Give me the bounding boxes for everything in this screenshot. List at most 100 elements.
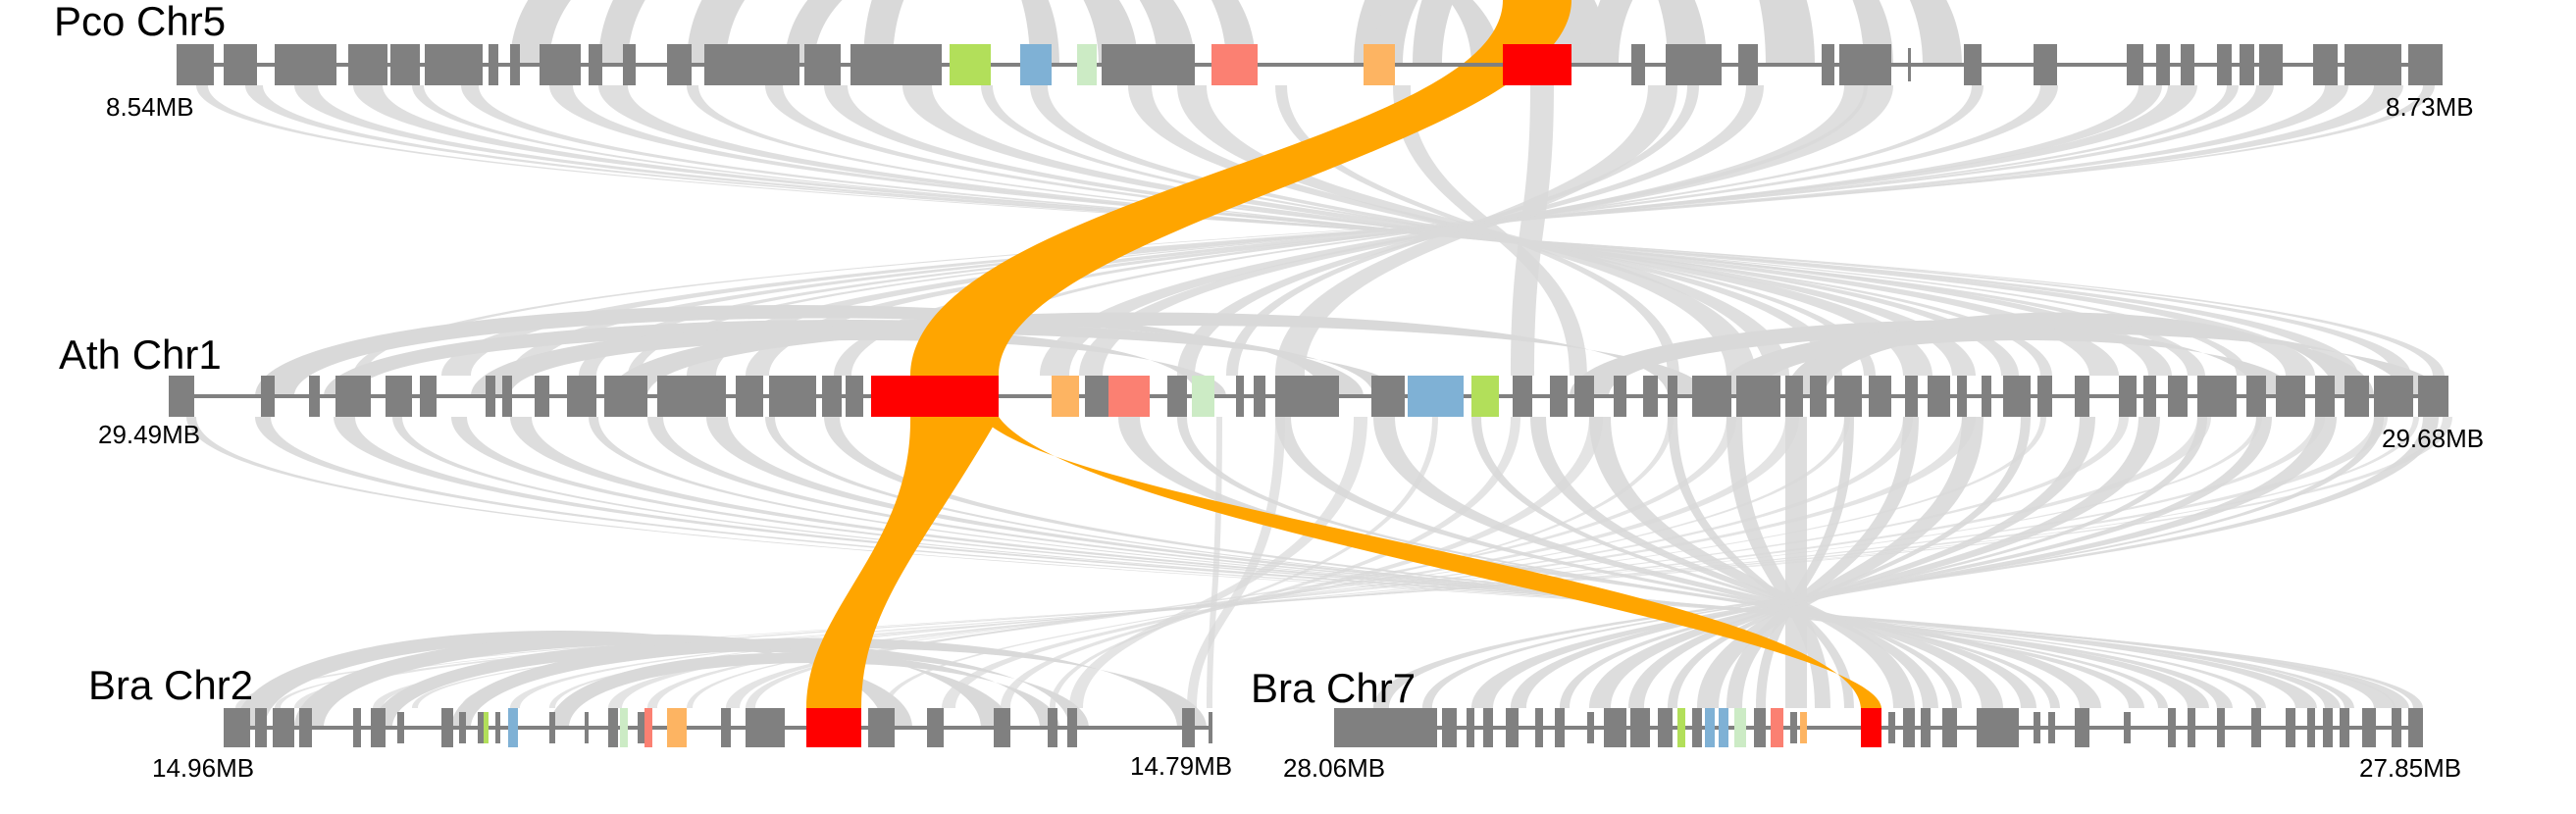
gene-block <box>1905 376 1918 417</box>
gene-block <box>1869 376 1891 417</box>
highlight-gene <box>1503 44 1571 85</box>
pco-chr5-end-label: 8.73MB <box>2386 92 2474 122</box>
gene-block <box>1928 376 1950 417</box>
synteny-link <box>1726 417 1919 708</box>
gene-block <box>549 712 555 743</box>
gene-block <box>1977 708 2019 747</box>
gene-block <box>2034 44 2057 85</box>
ath-chr1-end-label: 29.68MB <box>2382 424 2484 453</box>
gene-block <box>1643 376 1658 417</box>
gene-block <box>2181 44 2194 85</box>
gene-block <box>386 376 412 417</box>
gene-block <box>1467 708 1474 747</box>
gene-block <box>2188 708 2195 747</box>
gene-block <box>1908 48 1911 81</box>
gene-block <box>2344 376 2369 417</box>
gene-block <box>1942 708 1957 747</box>
gene-block <box>2168 376 2188 417</box>
gene-block <box>1393 708 1437 747</box>
bra-chr2-label: Bra Chr2 <box>88 662 253 708</box>
gene-block <box>804 44 841 85</box>
gene-block <box>657 376 726 417</box>
gene-block <box>2240 44 2254 85</box>
gene-block <box>459 712 466 743</box>
gene-block <box>540 44 581 85</box>
gene-block <box>261 376 275 417</box>
gene-block <box>177 44 214 85</box>
gene-block <box>1957 376 1967 417</box>
gene-block <box>2418 376 2448 417</box>
gene-block <box>1192 376 1214 417</box>
gene-block <box>2127 44 2143 85</box>
gene-block <box>510 44 520 85</box>
gene-block <box>2246 376 2266 417</box>
gene-block <box>2034 712 2040 743</box>
gene-block <box>2143 376 2156 417</box>
gene-block <box>169 376 194 417</box>
gene-block <box>535 376 549 417</box>
gene-block <box>1604 708 1626 747</box>
gene-block <box>425 44 483 85</box>
gene-block <box>2374 376 2413 417</box>
gene-block <box>1800 712 1807 743</box>
gene-block <box>2344 44 2401 85</box>
gray-synteny-links <box>186 0 2452 728</box>
highlight-gene <box>806 708 861 747</box>
synteny-link <box>471 327 1226 396</box>
gene-block <box>620 708 628 747</box>
bra-chr7-end-label: 27.85MB <box>2359 753 2461 783</box>
gene-block <box>765 708 785 747</box>
gene-block <box>1658 708 1673 747</box>
gene-block <box>585 712 589 743</box>
bra-chr2-track <box>224 708 1212 747</box>
gene-block <box>489 44 498 85</box>
synteny-link <box>1069 417 1367 708</box>
gene-block <box>1921 708 1931 747</box>
gene-block <box>1630 708 1650 747</box>
synteny-link <box>1717 327 2295 396</box>
synteny-link <box>687 0 1138 65</box>
synteny-link <box>324 320 1403 396</box>
gene-block <box>2259 44 2283 85</box>
gene-block <box>1550 376 1568 417</box>
gene-block <box>1275 376 1339 417</box>
gene-block <box>1364 44 1395 85</box>
gene-block <box>508 708 518 747</box>
gene-block <box>1719 708 1728 747</box>
gene-block <box>927 708 944 747</box>
gene-block <box>822 376 842 417</box>
gene-block <box>1052 376 1079 417</box>
gene-block <box>2286 708 2295 747</box>
gene-block <box>950 44 991 85</box>
gene-block <box>2075 376 2089 417</box>
gene-block <box>309 376 320 417</box>
gene-block <box>1692 376 1731 417</box>
gene-block <box>2156 44 2170 85</box>
gene-block <box>1614 376 1626 417</box>
highlight-gene <box>871 376 910 417</box>
gene-block <box>623 44 636 85</box>
gene-block <box>1102 44 1195 85</box>
gene-block <box>390 44 420 85</box>
gene-block <box>1587 712 1594 743</box>
bra-chr2-start-label: 14.96MB <box>152 753 254 783</box>
gene-block <box>299 708 312 747</box>
gene-block <box>1677 708 1685 747</box>
gene-block <box>2124 712 2131 743</box>
gene-block <box>1442 708 1457 747</box>
synteny-link <box>1207 417 1222 708</box>
pco-chr5-start-label: 8.54MB <box>106 92 194 122</box>
gene-block <box>1822 44 1834 85</box>
highlight-link-ath-bra7 <box>981 417 1881 708</box>
gene-block <box>1666 44 1722 85</box>
gene-block <box>1535 708 1543 747</box>
gene-block <box>1048 708 1057 747</box>
gene-block <box>2392 708 2401 747</box>
gene-block <box>2048 712 2055 743</box>
gene-block <box>2408 44 2443 85</box>
highlight-synteny-links <box>806 0 1881 708</box>
gene-block <box>275 44 336 85</box>
gene-block <box>1211 44 1258 85</box>
highlight-link-ath-bra2 <box>806 417 999 708</box>
